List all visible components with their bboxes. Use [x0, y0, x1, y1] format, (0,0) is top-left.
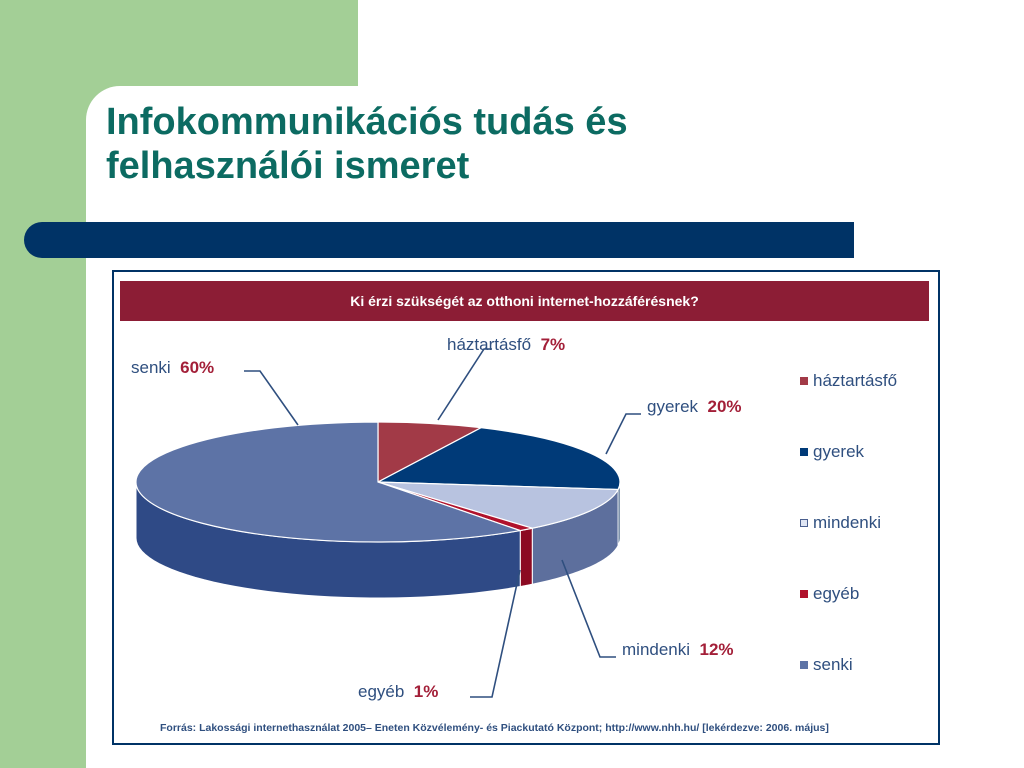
callout-line-háztartásfő — [437, 348, 492, 421]
legend-swatch-senki — [800, 661, 808, 669]
data-label-value: 60% — [180, 358, 214, 377]
legend-swatch-egyéb — [800, 590, 808, 598]
pie-slice-gyerek — [375, 427, 621, 491]
data-label-value: 20% — [707, 397, 741, 416]
slide-title-line-1: Infokommunikációs tudás és — [106, 101, 628, 143]
pie-slice-senki — [135, 421, 523, 543]
callout-line-mindenki — [561, 559, 616, 658]
data-label-mindenki: mindenki 12% — [622, 640, 734, 659]
legend-label-egyéb: egyéb — [813, 584, 860, 603]
legend-item-senki: senki — [800, 654, 853, 676]
legend-swatch-mindenki — [800, 519, 808, 527]
pie-callouts: háztartásfő 7% gyerek 20% mindenki 12% egyé… — [131, 335, 742, 701]
legend-swatch-háztartásfő — [800, 377, 808, 385]
data-label-egyéb: egyéb 1% — [358, 682, 438, 701]
pie-top — [135, 421, 621, 543]
callout-line-gyerek — [605, 413, 641, 455]
chart-title: Ki érzi szükségét az otthoni internet-ho… — [120, 281, 929, 321]
legend-item-egyéb: egyéb — [800, 583, 859, 605]
data-label-name: senki — [131, 358, 180, 377]
legend-label-háztartásfő: háztartásfő — [813, 371, 898, 390]
legend-swatch-gyerek — [800, 448, 808, 456]
data-label-name: egyéb — [358, 682, 414, 701]
chart-source-note: Forrás: Lakossági internethasználat 2005… — [160, 722, 829, 734]
callout-line-egyéb — [470, 569, 521, 698]
legend-label-mindenki: mindenki — [813, 513, 882, 532]
callout-line-senki — [244, 370, 299, 426]
data-label-name: gyerek — [647, 397, 707, 416]
legend-label-gyerek: gyerek — [813, 442, 865, 461]
data-label-value: 1% — [414, 682, 439, 701]
slide-title: Infokommunikációs tudás és felhasználói … — [106, 100, 628, 188]
pie-slice-háztartásfő — [377, 421, 484, 483]
slide-title-line-2: felhasználói ismeret — [106, 145, 470, 187]
data-label-value: 7% — [541, 335, 566, 354]
legend-label-senki: senki — [813, 655, 853, 674]
data-label-háztartásfő: háztartásfő 7% — [447, 335, 565, 354]
title-underline-bar — [24, 222, 854, 258]
data-label-value: 12% — [699, 640, 733, 659]
data-label-name: mindenki — [622, 640, 699, 659]
pie-sides — [135, 481, 621, 599]
legend-item-gyerek: gyerek — [800, 441, 864, 463]
pie-side-egyéb — [519, 527, 533, 588]
data-label-name: háztartásfő — [447, 335, 541, 354]
pie-slice-mindenki — [377, 481, 620, 529]
data-label-senki: senki 60% — [131, 358, 214, 377]
legend-item-háztartásfő: háztartásfő — [800, 370, 897, 392]
legend-item-mindenki: mindenki — [800, 512, 881, 534]
data-label-gyerek: gyerek 20% — [647, 397, 742, 416]
